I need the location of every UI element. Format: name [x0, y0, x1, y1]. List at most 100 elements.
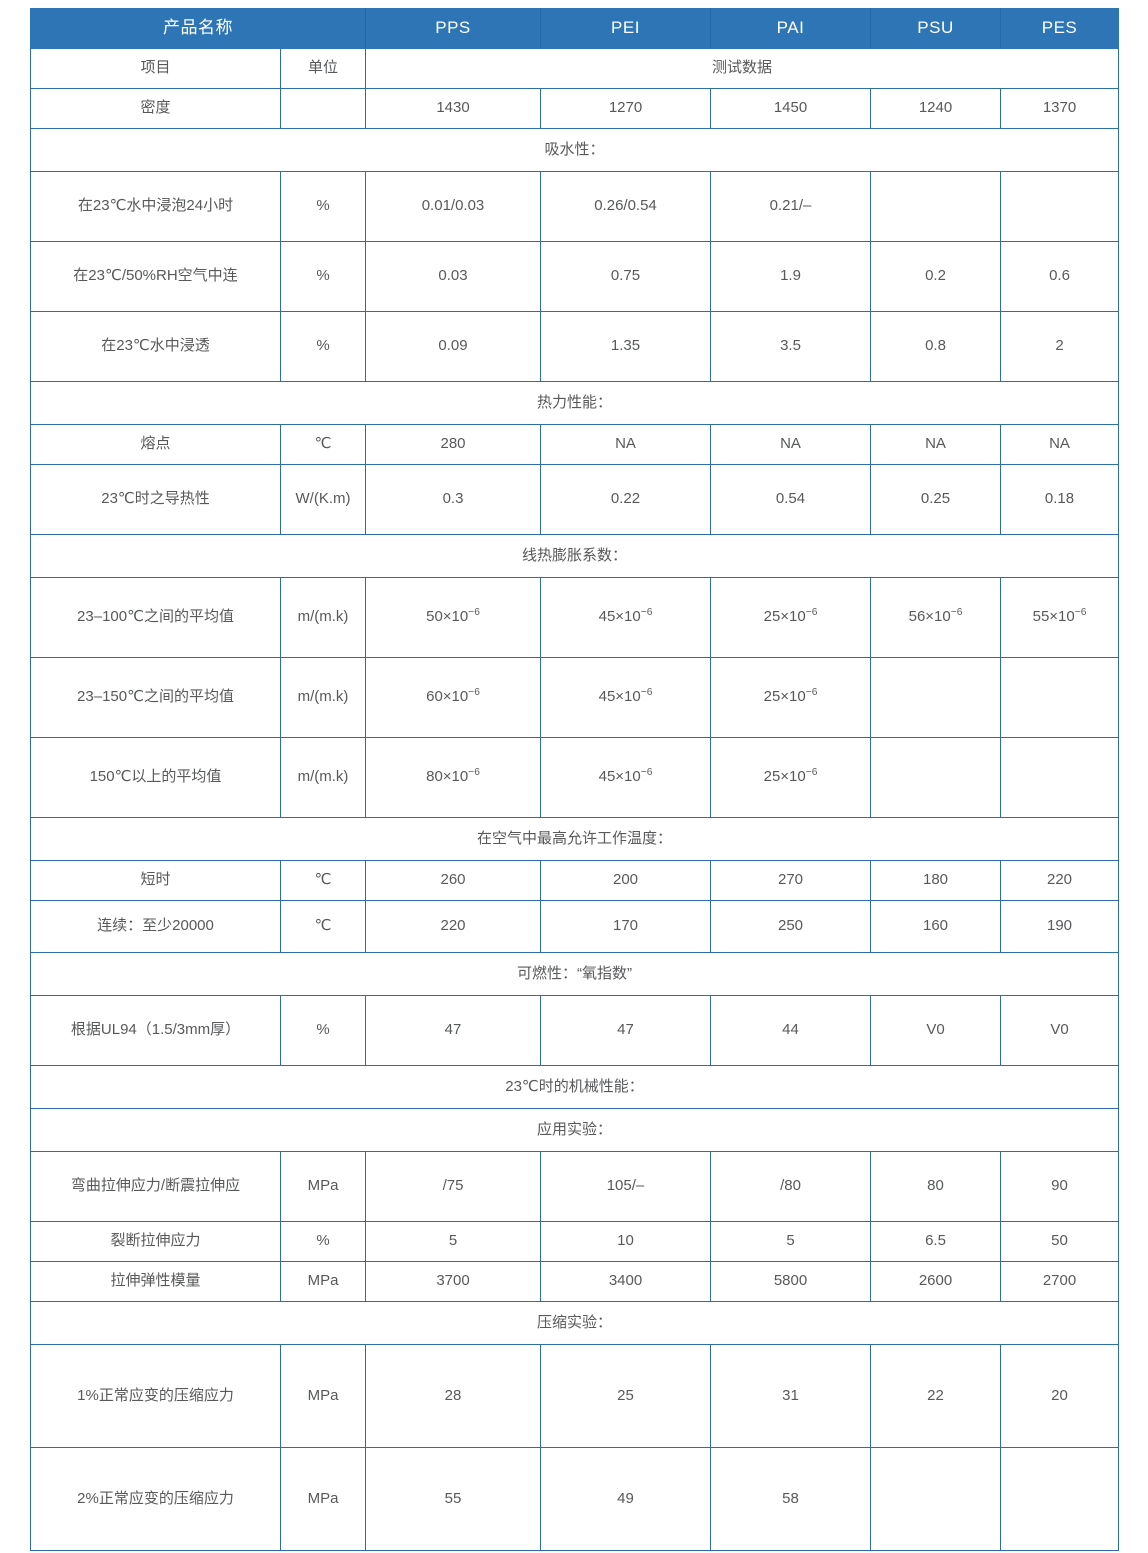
- row-unit: ℃: [280, 424, 366, 465]
- row-label: 1%正常应变的压缩应力: [30, 1344, 281, 1448]
- row-unit: m/(m.k): [280, 577, 366, 658]
- row-unit: %: [280, 1221, 366, 1262]
- cell-pei: 45×10−6: [540, 577, 711, 658]
- subheader-unit: 单位: [280, 48, 366, 89]
- cell-pes: 2: [1000, 311, 1119, 382]
- cell-pes: 190: [1000, 900, 1119, 953]
- cell-pai: NA: [710, 424, 871, 465]
- cell-psu: 56×10−6: [870, 577, 1001, 658]
- table-row-water-saturation: 在23℃水中浸透 % 0.09 1.35 3.5 0.8 2: [30, 311, 1119, 382]
- cell-pes: NA: [1000, 424, 1119, 465]
- cell-pai: 25×10−6: [710, 657, 871, 738]
- row-label: 23–100℃之间的平均值: [30, 577, 281, 658]
- table-row-thermal-conductivity: 23℃时之导热性 W/(K.m) 0.3 0.22 0.54 0.25 0.18: [30, 464, 1119, 535]
- section-label: 应用实验：: [30, 1108, 1119, 1152]
- section-row-compression: 压缩实验：: [30, 1301, 1119, 1345]
- value-base: 50×10: [426, 608, 469, 626]
- cell-psu: 0.2: [870, 241, 1001, 312]
- cell-psu: 0.25: [870, 464, 1001, 535]
- cell-pps: 220: [365, 900, 541, 953]
- cell-pai: 250: [710, 900, 871, 953]
- table-row-flexural-tensile: 弯曲拉伸应力/断震拉伸应 MPa /75 105/– /80 80 90: [30, 1151, 1119, 1222]
- cell-pei: 10: [540, 1221, 711, 1262]
- subheader-item: 项目: [30, 48, 281, 89]
- row-unit: ℃: [280, 860, 366, 901]
- section-row-expansion: 线热膨胀系数：: [30, 534, 1119, 578]
- value-exponent: −6: [640, 767, 653, 779]
- cell-pai: 3.5: [710, 311, 871, 382]
- row-unit: MPa: [280, 1261, 366, 1302]
- table-row-compression-2pct: 2%正常应变的压缩应力 MPa 55 49 58: [30, 1447, 1119, 1551]
- cell-pei: NA: [540, 424, 711, 465]
- value-base: 25×10: [763, 688, 806, 706]
- value-exponent: −6: [640, 687, 653, 699]
- table-row-water-rh: 在23℃/50%RH空气中连 % 0.03 0.75 1.9 0.2 0.6: [30, 241, 1119, 312]
- cell-pai: 5800: [710, 1261, 871, 1302]
- value-base: 45×10: [598, 688, 641, 706]
- cell-psu: NA: [870, 424, 1001, 465]
- material-properties-table: 产品名称 PPS PEI PAI PSU PES 项目 单位 测试数据 密度 1…: [30, 8, 1119, 1551]
- cell-pps: 50×10−6: [365, 577, 541, 658]
- row-unit: [280, 88, 366, 129]
- row-label: 23–150℃之间的平均值: [30, 657, 281, 738]
- cell-pai: 1450: [710, 88, 871, 129]
- cell-pps: 0.09: [365, 311, 541, 382]
- cell-pes: 90: [1000, 1151, 1119, 1222]
- cell-pps: 5: [365, 1221, 541, 1262]
- row-unit: MPa: [280, 1151, 366, 1222]
- cell-pps: 47: [365, 995, 541, 1066]
- cell-pai: 44: [710, 995, 871, 1066]
- cell-psu: [870, 657, 1001, 738]
- cell-pai: 1.9: [710, 241, 871, 312]
- row-label: 裂断拉伸应力: [30, 1221, 281, 1262]
- cell-psu: 6.5: [870, 1221, 1001, 1262]
- value-exponent: −6: [468, 607, 480, 619]
- cell-psu: [870, 1447, 1001, 1551]
- cell-pei: 0.22: [540, 464, 711, 535]
- cell-pei: 0.26/0.54: [540, 171, 711, 242]
- cell-pes: [1000, 657, 1119, 738]
- header-psu: PSU: [870, 8, 1001, 49]
- row-unit: m/(m.k): [280, 657, 366, 738]
- table-row-compression-1pct: 1%正常应变的压缩应力 MPa 28 25 31 22 20: [30, 1344, 1119, 1448]
- value-exponent: −6: [805, 687, 818, 699]
- cell-psu: 2600: [870, 1261, 1001, 1302]
- cell-pai: /80: [710, 1151, 871, 1222]
- cell-psu: V0: [870, 995, 1001, 1066]
- cell-pps: 3700: [365, 1261, 541, 1302]
- row-label: 弯曲拉伸应力/断震拉伸应: [30, 1151, 281, 1222]
- cell-pps: 0.3: [365, 464, 541, 535]
- value-exponent: −6: [805, 607, 818, 619]
- header-pps: PPS: [365, 8, 541, 49]
- table-row-density: 密度 1430 1270 1450 1240 1370: [30, 88, 1119, 129]
- header-pai: PAI: [710, 8, 871, 49]
- value-exponent: −6: [640, 607, 653, 619]
- table-row-melting-point: 熔点 ℃ 280 NA NA NA NA: [30, 424, 1119, 465]
- cell-pes: 220: [1000, 860, 1119, 901]
- cell-pps: 55: [365, 1447, 541, 1551]
- row-label: 23℃时之导热性: [30, 464, 281, 535]
- value-exponent: −6: [805, 767, 818, 779]
- cell-pps: 80×10−6: [365, 737, 541, 818]
- cell-pps: 280: [365, 424, 541, 465]
- section-label: 可燃性：“氧指数”: [30, 952, 1119, 996]
- cell-pei: 45×10−6: [540, 737, 711, 818]
- section-row-max-temperature: 在空气中最高允许工作温度：: [30, 817, 1119, 861]
- cell-psu: [870, 171, 1001, 242]
- table-row-break-tensile: 裂断拉伸应力 % 5 10 5 6.5 50: [30, 1221, 1119, 1262]
- cell-pai: 0.21/–: [710, 171, 871, 242]
- section-label: 吸水性：: [30, 128, 1119, 172]
- table-row-expansion-over-150: 150℃以上的平均值 m/(m.k) 80×10−6 45×10−6 25×10…: [30, 737, 1119, 818]
- row-unit: ℃: [280, 900, 366, 953]
- cell-pes: 50: [1000, 1221, 1119, 1262]
- section-label: 23℃时的机械性能：: [30, 1065, 1119, 1109]
- row-unit: %: [280, 171, 366, 242]
- subheader-test-data: 测试数据: [365, 48, 1119, 89]
- cell-psu: 160: [870, 900, 1001, 953]
- cell-pai: 58: [710, 1447, 871, 1551]
- row-label: 熔点: [30, 424, 281, 465]
- row-label: 连续：至少20000: [30, 900, 281, 953]
- row-label: 拉伸弹性模量: [30, 1261, 281, 1302]
- value-base: 25×10: [763, 608, 806, 626]
- section-row-mechanical: 23℃时的机械性能：: [30, 1065, 1119, 1109]
